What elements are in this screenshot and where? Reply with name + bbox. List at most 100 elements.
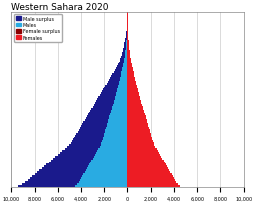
Bar (83, 173, 127, 175)
Bar (18, 185, 75, 187)
Bar (91, 108, 112, 110)
Bar (92, 158, 127, 160)
Bar (127, 74, 134, 76)
Bar (104, 131, 127, 133)
Bar (112, 108, 127, 110)
Bar (97, 150, 127, 152)
Bar (127, 171, 170, 173)
Bar (113, 102, 127, 104)
Bar (127, 150, 157, 152)
Bar (124, 57, 127, 58)
Bar (94, 102, 113, 104)
Bar (82, 175, 127, 177)
Bar (90, 110, 111, 112)
Bar (127, 37, 128, 39)
Bar (127, 101, 140, 102)
Bar (127, 106, 142, 108)
Bar (102, 91, 116, 93)
Bar (65, 148, 98, 150)
Bar (127, 89, 137, 91)
Bar (127, 104, 141, 106)
Bar (118, 83, 127, 85)
Bar (127, 160, 163, 162)
Bar (107, 122, 127, 123)
Bar (119, 81, 127, 83)
Bar (127, 139, 152, 141)
Bar (127, 181, 176, 183)
Bar (117, 89, 127, 91)
Bar (111, 110, 127, 112)
Bar (127, 33, 128, 35)
Bar (114, 70, 121, 72)
Bar (126, 37, 127, 39)
Bar (127, 55, 130, 57)
Bar (125, 49, 127, 51)
Bar (81, 177, 127, 179)
Bar (89, 112, 110, 114)
Bar (127, 99, 140, 101)
Bar (127, 108, 142, 110)
Bar (127, 70, 133, 72)
Bar (127, 39, 128, 41)
Bar (127, 179, 174, 181)
Bar (127, 62, 131, 64)
Bar (127, 81, 135, 83)
Bar (127, 169, 169, 171)
Bar (127, 78, 134, 79)
Bar (127, 165, 166, 167)
Bar (127, 144, 154, 146)
Bar (126, 35, 127, 37)
Bar (126, 28, 127, 30)
Bar (107, 81, 119, 83)
Bar (127, 133, 150, 135)
Bar (78, 129, 105, 131)
Bar (91, 160, 127, 162)
Bar (114, 99, 127, 101)
Bar (127, 118, 146, 120)
Bar (98, 97, 115, 99)
Bar (123, 64, 127, 66)
Bar (127, 141, 152, 143)
Bar (127, 49, 129, 51)
Bar (127, 79, 135, 81)
Bar (98, 148, 127, 150)
Bar (127, 87, 137, 89)
Bar (127, 83, 136, 85)
Bar (114, 101, 127, 102)
Bar (123, 45, 125, 47)
Bar (60, 152, 96, 154)
Bar (127, 97, 139, 99)
Bar (97, 99, 114, 101)
Bar (127, 93, 138, 95)
Bar (127, 137, 151, 139)
Bar (39, 169, 85, 171)
Bar (106, 125, 127, 127)
Bar (127, 129, 149, 131)
Bar (104, 133, 127, 135)
Bar (126, 33, 127, 35)
Bar (85, 118, 108, 120)
Bar (96, 101, 114, 102)
Bar (127, 120, 146, 122)
Bar (100, 93, 116, 95)
Bar (100, 144, 127, 146)
Bar (109, 116, 127, 118)
Bar (106, 83, 118, 85)
Bar (123, 49, 125, 51)
Bar (127, 112, 144, 114)
Bar (127, 162, 164, 164)
Bar (94, 154, 127, 156)
Bar (102, 139, 127, 141)
Bar (105, 85, 118, 87)
Bar (81, 125, 106, 127)
Bar (127, 66, 132, 68)
Bar (118, 62, 123, 64)
Bar (46, 164, 89, 165)
Bar (127, 135, 151, 137)
Bar (127, 110, 143, 112)
Bar (48, 162, 90, 164)
Bar (127, 131, 150, 133)
Bar (127, 143, 153, 144)
Bar (88, 165, 127, 167)
Bar (22, 183, 77, 185)
